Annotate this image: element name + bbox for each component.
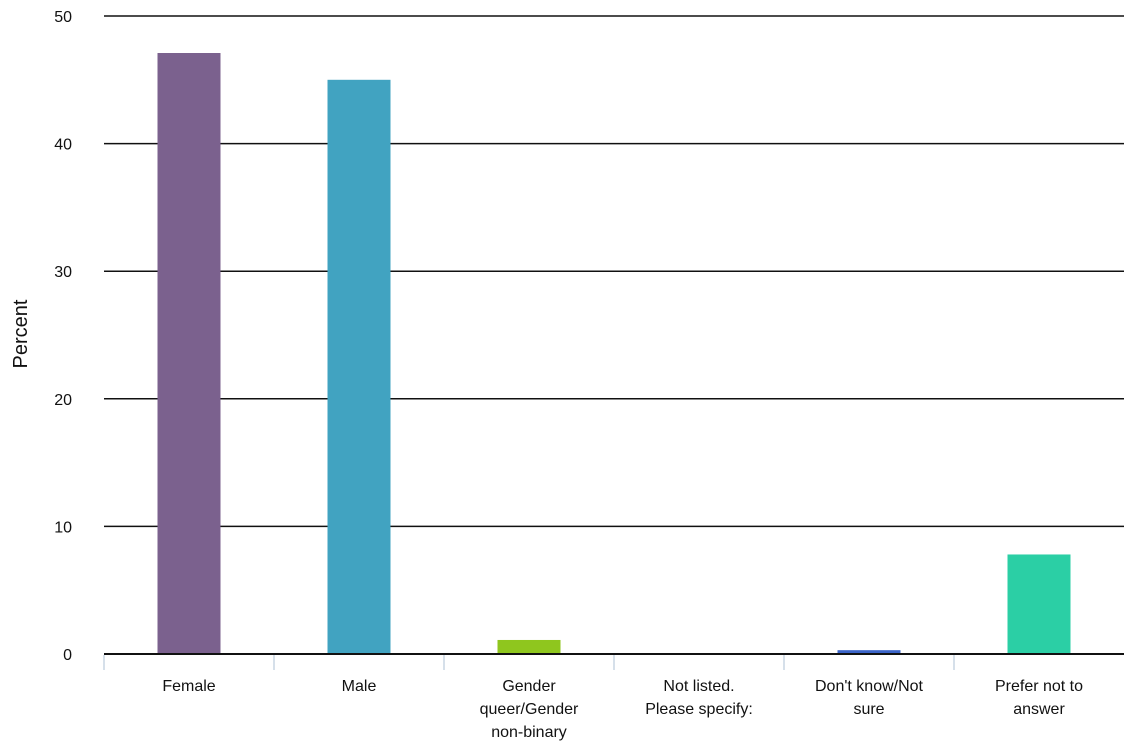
grid-lines	[104, 16, 1124, 526]
y-tick-labels: 0 10 20 30 40 50	[54, 9, 72, 664]
x-category-label-3: Gender queer/Gender non-binary	[480, 678, 579, 741]
y-axis-title: Percent	[10, 299, 32, 368]
x-axis	[104, 654, 1124, 670]
y-tick-label-40: 40	[54, 137, 72, 154]
y-tick-label-10: 10	[54, 519, 72, 536]
x-category-label-4: Not listed. Please specify:	[645, 678, 753, 718]
x-category-label-2: Male	[342, 678, 377, 695]
bar-2	[328, 80, 391, 654]
y-tick-label-0: 0	[63, 647, 72, 664]
x-category-label-5: Don't know/Not sure	[815, 678, 924, 718]
bar-6	[1008, 554, 1071, 654]
x-category-label-6: Prefer not to answer	[995, 678, 1083, 718]
y-tick-label-20: 20	[54, 392, 72, 409]
x-category-label-1: Female	[162, 678, 215, 695]
bar-3	[498, 640, 561, 654]
bar-1	[158, 53, 221, 654]
y-tick-label-30: 30	[54, 264, 72, 281]
y-tick-label-50: 50	[54, 9, 72, 26]
x-category-labels: Female Male Gender queer/Gender non-binary No…	[162, 678, 1083, 741]
